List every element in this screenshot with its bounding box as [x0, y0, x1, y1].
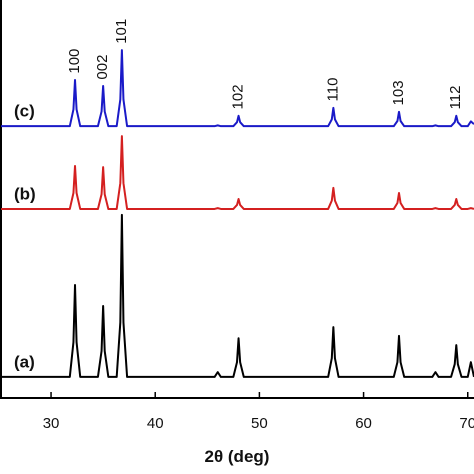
series-label: (a) [14, 352, 35, 371]
x-tick-label: 50 [251, 415, 268, 432]
x-axis-title: 2θ (deg) [205, 447, 270, 466]
peak-label: 112 [447, 86, 464, 110]
peak-label: 110 [324, 78, 341, 102]
peak-label: 002 [94, 55, 111, 80]
x-tick-label: 60 [355, 415, 372, 432]
peak-label: 101 [113, 19, 130, 44]
series-label: (c) [14, 102, 35, 121]
peak-label: 100 [66, 49, 83, 74]
series-line [1, 135, 474, 210]
series-label: (b) [14, 184, 36, 203]
peak-label: 102 [230, 84, 247, 109]
series-line [1, 49, 474, 128]
x-tick-label: 40 [147, 415, 164, 432]
peak-label: 103 [390, 80, 407, 105]
x-tick-label: 70 [459, 415, 474, 432]
series-line [1, 213, 474, 378]
x-tick-label: 30 [43, 415, 60, 432]
